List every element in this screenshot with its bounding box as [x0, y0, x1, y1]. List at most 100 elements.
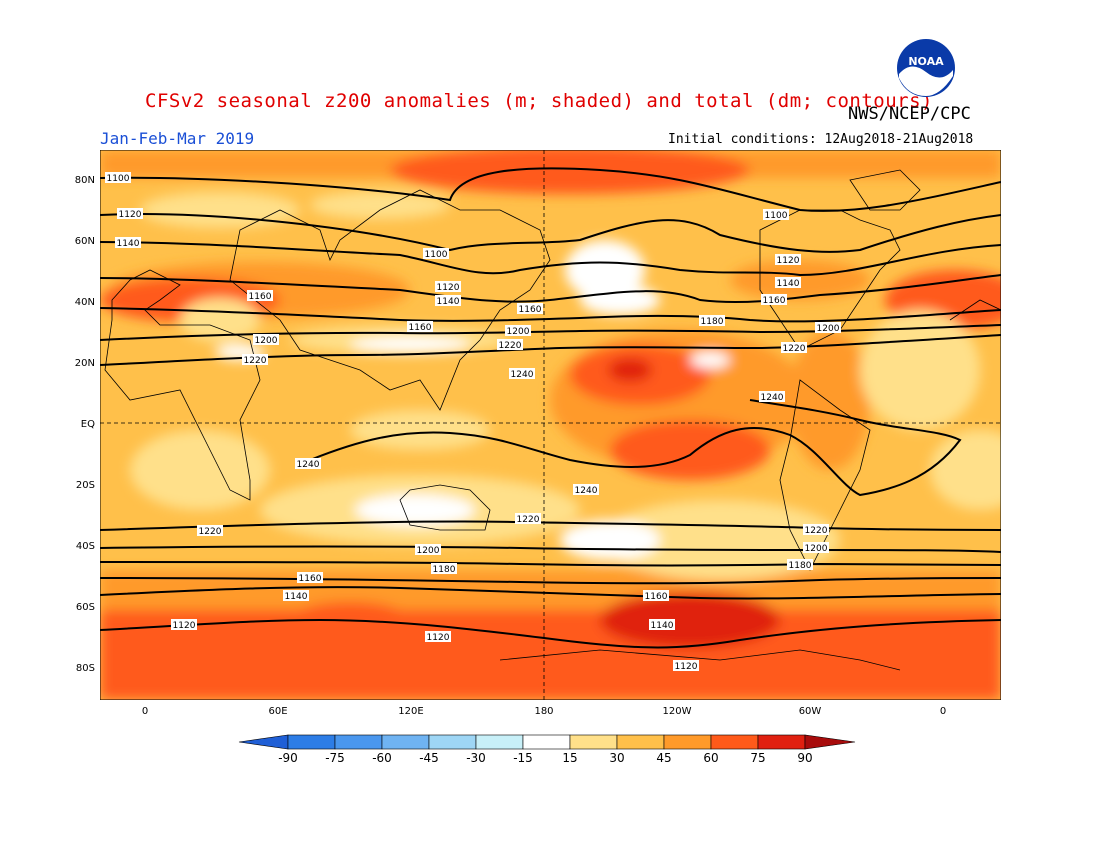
svg-text:1100: 1100 [107, 174, 130, 184]
contour-label: 1160 [247, 290, 273, 302]
colorbar-segment [616, 734, 665, 750]
contour-label: 1140 [649, 619, 675, 631]
colorbar-segment [757, 734, 806, 750]
svg-text:1220: 1220 [199, 527, 222, 537]
agency-label: NWS/NCEP/CPC [848, 104, 971, 124]
svg-text:1100: 1100 [425, 250, 448, 260]
colorbar-tick-label: 45 [656, 751, 672, 765]
contour-label: 1140 [115, 237, 141, 249]
lon-label: 60E [268, 706, 288, 717]
contour-label: 1220 [242, 354, 268, 366]
contour-label: 1120 [171, 619, 197, 631]
lon-label: 180 [534, 706, 554, 717]
contour-label: 1100 [423, 248, 449, 260]
contour-label: 1200 [815, 322, 841, 334]
contour-label: 1240 [509, 368, 535, 380]
colorbar-tick-label: 75 [750, 751, 766, 765]
contour-label: 1100 [763, 209, 789, 221]
contour-label: 1200 [415, 544, 441, 556]
colorbar-segment [381, 734, 430, 750]
contour-label: 1140 [435, 295, 461, 307]
svg-text:1240: 1240 [511, 370, 534, 380]
lat-label: 80N [74, 175, 95, 186]
colorbar-segment [475, 734, 524, 750]
svg-text:1120: 1120 [437, 283, 460, 293]
colorbar-tick-label: 90 [797, 751, 813, 765]
contour-label: 1200 [803, 542, 829, 554]
svg-text:1160: 1160 [299, 574, 322, 584]
colorbar-tick-label: -60 [372, 751, 392, 765]
map-plot: 1100 1120 1140 1160 1200 1220 1100 1120 … [100, 150, 1001, 700]
contour-label: 1160 [407, 321, 433, 333]
contour-label: 1220 [803, 524, 829, 536]
colorbar-segment [663, 734, 712, 750]
lon-label: 0 [939, 706, 947, 717]
svg-text:1120: 1120 [777, 256, 800, 266]
lat-label: 60N [74, 236, 95, 247]
colorbar-tick-label: -30 [466, 751, 486, 765]
svg-text:1240: 1240 [297, 460, 320, 470]
colorbar-segment [569, 734, 618, 750]
svg-text:1140: 1140 [777, 279, 800, 289]
contour-label: 1200 [253, 334, 279, 346]
lon-label: 0 [141, 706, 149, 717]
contour-label: 1240 [759, 391, 785, 403]
svg-text:1220: 1220 [805, 526, 828, 536]
svg-text:1180: 1180 [701, 317, 724, 327]
contour-labels: 1100 1120 1140 1160 1200 1220 1100 1120 … [105, 172, 841, 672]
lat-label: 20N [74, 358, 95, 369]
svg-text:1100: 1100 [765, 211, 788, 221]
contour-label: 1220 [515, 513, 541, 525]
svg-text:1140: 1140 [285, 592, 308, 602]
svg-text:1220: 1220 [783, 344, 806, 354]
colorbar-segment [334, 734, 383, 750]
svg-text:1180: 1180 [789, 561, 812, 571]
colorbar-segment [287, 734, 336, 750]
logo-text: NOAA [908, 55, 944, 68]
svg-text:1120: 1120 [173, 621, 196, 631]
contour-label: 1200 [505, 325, 531, 337]
svg-text:1160: 1160 [763, 296, 786, 306]
lon-label: 120E [398, 706, 424, 717]
lat-label: 40N [74, 297, 95, 308]
noaa-logo: NOAA [897, 39, 955, 97]
colorbar-tick-label: 30 [609, 751, 625, 765]
contour-label: 1160 [297, 572, 323, 584]
colorbar-segment [710, 734, 759, 750]
contour-label: 1100 [105, 172, 131, 184]
colorbar-tick-label: -15 [513, 751, 533, 765]
svg-text:1180: 1180 [433, 565, 456, 575]
contour-label: 1120 [673, 660, 699, 672]
contour-label: 1120 [117, 208, 143, 220]
lon-label: 60W [798, 706, 822, 717]
colorbar-tick-label: 60 [703, 751, 719, 765]
contour-label: 1180 [431, 563, 457, 575]
initial-conditions-label: Initial conditions: 12Aug2018-21Aug2018 [668, 132, 974, 147]
svg-text:1240: 1240 [575, 486, 598, 496]
svg-text:1140: 1140 [651, 621, 674, 631]
period-label: Jan-Feb-Mar 2019 [100, 129, 255, 148]
contour-label: 1120 [435, 281, 461, 293]
svg-text:1200: 1200 [507, 327, 530, 337]
lat-label: 80S [75, 663, 95, 674]
contour-label: 1180 [699, 315, 725, 327]
contour-label: 1240 [295, 458, 321, 470]
svg-text:1220: 1220 [499, 341, 522, 351]
svg-text:1120: 1120 [119, 210, 142, 220]
svg-text:1200: 1200 [417, 546, 440, 556]
colorbar [238, 734, 856, 750]
svg-text:1220: 1220 [244, 356, 267, 366]
colorbar-arrow-low [238, 734, 289, 750]
colorbar-tick-label: -90 [278, 751, 298, 765]
contour-label: 1140 [283, 590, 309, 602]
lat-label: 20S [75, 480, 95, 491]
svg-text:1140: 1140 [117, 239, 140, 249]
contour-label: 1160 [643, 590, 669, 602]
colorbar-arrow-high [804, 734, 856, 750]
contour-label: 1220 [781, 342, 807, 354]
colorbar-tick-label: -75 [325, 751, 345, 765]
colorbar-segment [428, 734, 477, 750]
svg-text:1200: 1200 [255, 336, 278, 346]
svg-text:1200: 1200 [817, 324, 840, 334]
svg-text:1160: 1160 [409, 323, 432, 333]
